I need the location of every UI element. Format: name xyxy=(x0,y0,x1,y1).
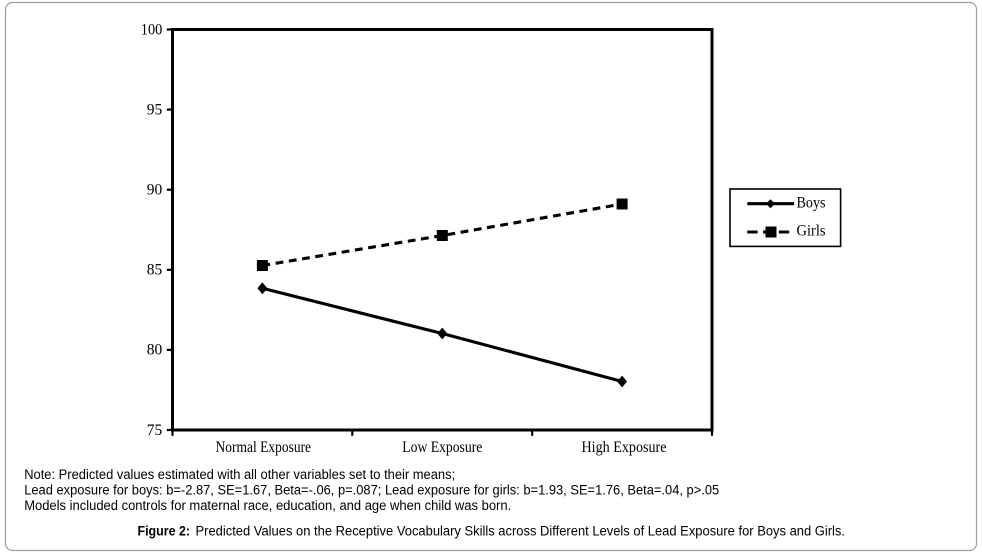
svg-text:80: 80 xyxy=(147,342,163,359)
svg-text:Figure 2:: Figure 2: xyxy=(138,524,191,539)
svg-text:Normal Exposure: Normal Exposure xyxy=(216,439,312,456)
svg-text:95: 95 xyxy=(147,101,163,118)
svg-text:85: 85 xyxy=(147,262,163,279)
svg-text:90: 90 xyxy=(147,182,163,199)
svg-text:Predicted Values on the Recept: Predicted Values on the Receptive Vocabu… xyxy=(196,524,846,539)
svg-text:Models included controls for m: Models included controls for maternal ra… xyxy=(24,498,511,513)
svg-text:Note: Predicted values estimat: Note: Predicted values estimated with al… xyxy=(24,467,455,482)
svg-text:100: 100 xyxy=(141,21,163,38)
svg-text:High Exposure: High Exposure xyxy=(582,439,667,456)
svg-text:Girls: Girls xyxy=(797,223,826,240)
svg-text:Boys: Boys xyxy=(797,194,826,211)
svg-text:Low Exposure: Low Exposure xyxy=(402,439,482,456)
svg-text:Lead exposure for boys: b=-2.8: Lead exposure for boys: b=-2.87, SE=1.67… xyxy=(24,483,719,498)
svg-text:75: 75 xyxy=(147,422,163,439)
